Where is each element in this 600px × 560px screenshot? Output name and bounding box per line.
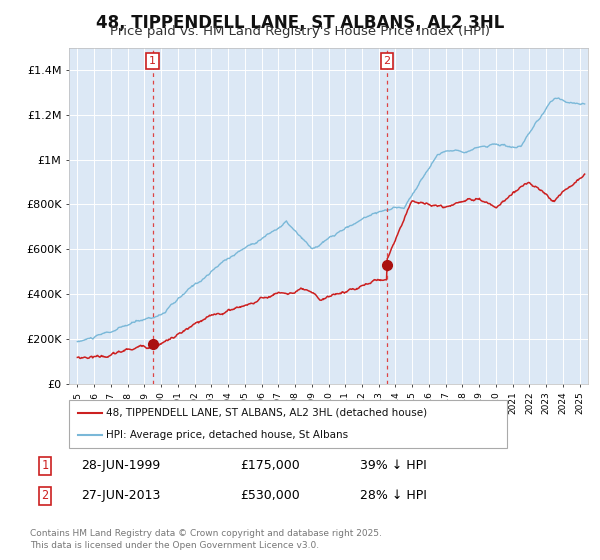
Text: HPI: Average price, detached house, St Albans: HPI: Average price, detached house, St A…: [106, 430, 349, 440]
Text: 48, TIPPENDELL LANE, ST ALBANS, AL2 3HL: 48, TIPPENDELL LANE, ST ALBANS, AL2 3HL: [96, 14, 504, 32]
Text: 27-JUN-2013: 27-JUN-2013: [81, 489, 160, 502]
Text: 28-JUN-1999: 28-JUN-1999: [81, 459, 160, 473]
Text: 28% ↓ HPI: 28% ↓ HPI: [360, 489, 427, 502]
Text: 48, TIPPENDELL LANE, ST ALBANS, AL2 3HL (detached house): 48, TIPPENDELL LANE, ST ALBANS, AL2 3HL …: [106, 408, 427, 418]
Text: £530,000: £530,000: [240, 489, 300, 502]
Text: £175,000: £175,000: [240, 459, 300, 473]
Text: 1: 1: [149, 56, 156, 66]
Text: Contains HM Land Registry data © Crown copyright and database right 2025.: Contains HM Land Registry data © Crown c…: [30, 529, 382, 538]
Text: This data is licensed under the Open Government Licence v3.0.: This data is licensed under the Open Gov…: [30, 542, 319, 550]
Text: 2: 2: [41, 489, 49, 502]
Text: 2: 2: [383, 56, 391, 66]
Text: 1: 1: [41, 459, 49, 473]
Text: Price paid vs. HM Land Registry's House Price Index (HPI): Price paid vs. HM Land Registry's House …: [110, 25, 490, 38]
Text: 39% ↓ HPI: 39% ↓ HPI: [360, 459, 427, 473]
